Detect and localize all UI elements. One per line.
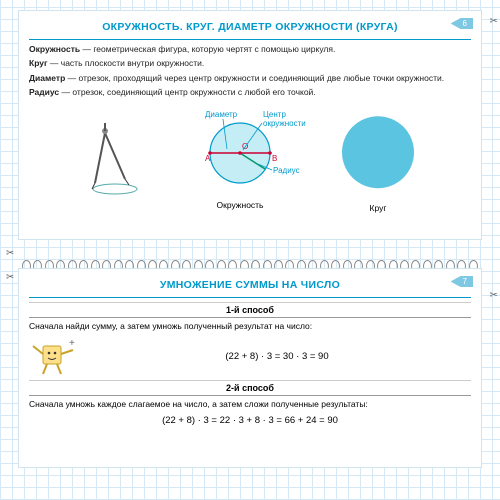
card-circle: ОКРУЖНОСТЬ. КРУГ. ДИАМЕТР ОКРУЖНОСТИ (КР… <box>18 10 482 240</box>
rule <box>29 39 471 40</box>
page-badge-bottom: 7 <box>451 276 473 287</box>
scissor-icon: ✂ <box>490 290 498 301</box>
title-top: ОКРУЖНОСТЬ. КРУГ. ДИАМЕТР ОКРУЖНОСТИ (КР… <box>102 21 398 33</box>
compass-illustration <box>77 121 147 196</box>
method1-eq: (22 + 8) · 3 = 30 · 3 = 90 <box>83 351 471 362</box>
card-multiply: УМНОЖЕНИЕ СУММЫ НА ЧИСЛО 7 1-й способ Сн… <box>18 268 482 468</box>
def-radius: Радиус — отрезок, соединяющий центр окру… <box>29 87 471 98</box>
diagram-row: А В О Диаметр Центр окружности Радиус Ок… <box>29 105 471 213</box>
svg-text:+: + <box>69 338 75 349</box>
page: ОКРУЖНОСТЬ. КРУГ. ДИАМЕТР ОКРУЖНОСТИ (КР… <box>0 0 500 500</box>
svg-text:окружности: окружности <box>263 119 306 128</box>
caption-circle: Окружность <box>165 200 315 210</box>
caption-disk: Круг <box>333 203 423 213</box>
label-radius: Радиус <box>273 166 300 175</box>
rule <box>29 297 471 298</box>
title-bottom: УМНОЖЕНИЕ СУММЫ НА ЧИСЛО <box>160 279 340 291</box>
method2-head: 2-й способ <box>29 380 471 396</box>
character-illustration: + <box>29 336 77 376</box>
label-center: Центр <box>263 110 286 119</box>
label-diameter: Диаметр <box>205 110 238 119</box>
scissor-icon: ✂ <box>6 272 14 283</box>
def-krug: Круг — часть плоскости внутри окружности… <box>29 58 471 69</box>
def-diametr: Диаметр — отрезок, проходящий через цент… <box>29 73 471 84</box>
scissor-icon: ✂ <box>490 16 498 27</box>
disk-diagram: Круг <box>333 105 423 213</box>
method2-eq: (22 + 8) · 3 = 22 · 3 + 8 · 3 = 66 + 24 … <box>29 415 471 426</box>
method2-text: Сначала умножь каждое слагаемое на число… <box>29 399 471 410</box>
scissor-icon: ✂ <box>6 248 14 259</box>
svg-text:А: А <box>205 154 211 163</box>
method1-head: 1-й способ <box>29 302 471 318</box>
page-badge-top: 6 <box>451 18 473 29</box>
method1-text: Сначала найди сумму, а затем умножь полу… <box>29 321 471 332</box>
circle-diagram: А В О Диаметр Центр окружности Радиус Ок… <box>165 107 315 210</box>
svg-text:В: В <box>272 154 277 163</box>
def-okruzhnost: Окружность — геометрическая фигура, кото… <box>29 44 471 55</box>
